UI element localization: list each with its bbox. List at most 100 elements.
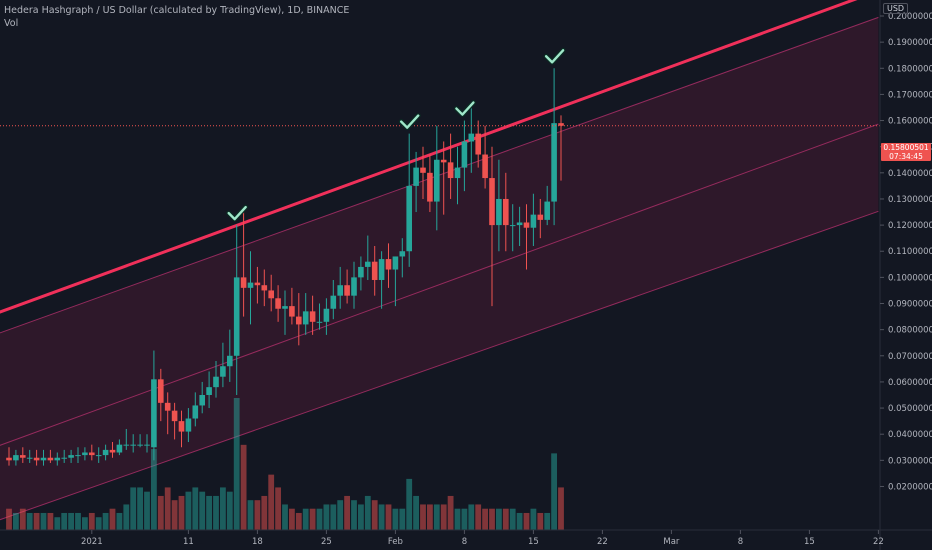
candle-body xyxy=(137,444,143,446)
volume-bar xyxy=(309,508,316,530)
candle-body xyxy=(337,285,343,296)
volume-bar xyxy=(502,508,509,530)
candle-body xyxy=(199,394,205,406)
volume-bar xyxy=(151,449,157,530)
volume-bar xyxy=(302,508,309,530)
chart-legend: Hedera Hashgraph / US Dollar (calculated… xyxy=(4,4,349,30)
volume-bar xyxy=(364,495,371,530)
candle-body xyxy=(164,402,171,411)
volume-bar xyxy=(509,508,516,530)
channel-line-band-bottom xyxy=(0,210,879,521)
candle-body xyxy=(344,285,350,296)
volume-bar xyxy=(475,504,482,530)
candle-body xyxy=(192,405,199,419)
volume-bar xyxy=(178,495,185,530)
candle-body xyxy=(330,295,337,309)
volume-bar xyxy=(551,453,557,530)
volume-bar xyxy=(337,500,344,530)
volume-bar xyxy=(68,512,74,530)
candle-body xyxy=(275,298,281,309)
volume-bar xyxy=(88,512,95,530)
candle-body xyxy=(54,457,61,461)
time-tick-label: 22 xyxy=(597,537,608,547)
volume-bar xyxy=(427,504,433,530)
candle-body xyxy=(302,311,309,325)
candle-body xyxy=(420,167,426,173)
candle-body xyxy=(496,198,502,226)
candle-body xyxy=(351,277,357,296)
volume-bar xyxy=(47,512,54,530)
volume-bar xyxy=(199,491,206,530)
candle-body xyxy=(544,201,550,220)
candle-body xyxy=(309,311,316,322)
candle-body xyxy=(220,366,226,377)
volume-bar xyxy=(516,512,523,530)
time-tick-label: Feb xyxy=(388,537,403,547)
candle-body xyxy=(461,141,468,168)
volume-bar xyxy=(157,495,164,530)
time-tick-label: 18 xyxy=(252,537,263,547)
volume-bar xyxy=(116,512,123,530)
volume-bar xyxy=(399,508,406,530)
volume-bar xyxy=(558,487,564,530)
candle-body xyxy=(289,306,295,317)
volume-bar xyxy=(385,504,392,530)
volume-bar xyxy=(316,508,323,530)
volume-bar xyxy=(358,504,364,530)
candle-body xyxy=(109,449,116,453)
volume-bar xyxy=(123,504,130,530)
candle-body xyxy=(447,162,454,179)
volume-bar xyxy=(406,478,413,530)
volume-bar xyxy=(75,512,81,530)
candle-body xyxy=(434,159,440,202)
volume-bar xyxy=(275,487,281,530)
candle-body xyxy=(68,455,74,458)
candle-body xyxy=(151,379,157,448)
candle-body xyxy=(13,455,19,461)
last-price-value: 0.15800501 xyxy=(883,143,929,152)
candle-body xyxy=(227,355,233,367)
volume-bar xyxy=(247,500,254,530)
candle-body xyxy=(413,167,419,186)
candle-body xyxy=(323,308,330,322)
candle-body xyxy=(392,256,399,270)
candle-body xyxy=(537,214,544,220)
volume-bar xyxy=(454,508,461,530)
candle-body xyxy=(123,444,130,446)
volume-bar xyxy=(537,512,544,530)
volume-bar xyxy=(95,517,102,530)
candle-body xyxy=(33,457,40,461)
volume-bar xyxy=(226,491,233,530)
volume-bar xyxy=(282,504,288,530)
volume-bar xyxy=(206,495,212,530)
candle-body xyxy=(268,290,274,299)
volume-bar xyxy=(185,491,192,530)
candle-body xyxy=(523,222,530,228)
candle-body xyxy=(61,457,67,459)
volume-label: Vol xyxy=(4,18,19,29)
volume-bar xyxy=(19,508,26,530)
candle-body xyxy=(530,214,537,228)
volume-bar xyxy=(26,512,33,530)
volume-bar xyxy=(440,504,447,530)
volume-bar xyxy=(344,495,350,530)
volume-bar xyxy=(164,487,171,530)
volume-bar xyxy=(261,495,268,530)
time-tick-label: 25 xyxy=(321,537,332,547)
candle-body xyxy=(82,452,88,456)
currency-badge[interactable]: USD xyxy=(883,3,909,14)
candle-body xyxy=(316,321,323,323)
channel-band xyxy=(0,17,879,520)
volume-bar xyxy=(213,495,219,530)
candle-body xyxy=(440,159,447,163)
volume-bar xyxy=(268,474,275,530)
